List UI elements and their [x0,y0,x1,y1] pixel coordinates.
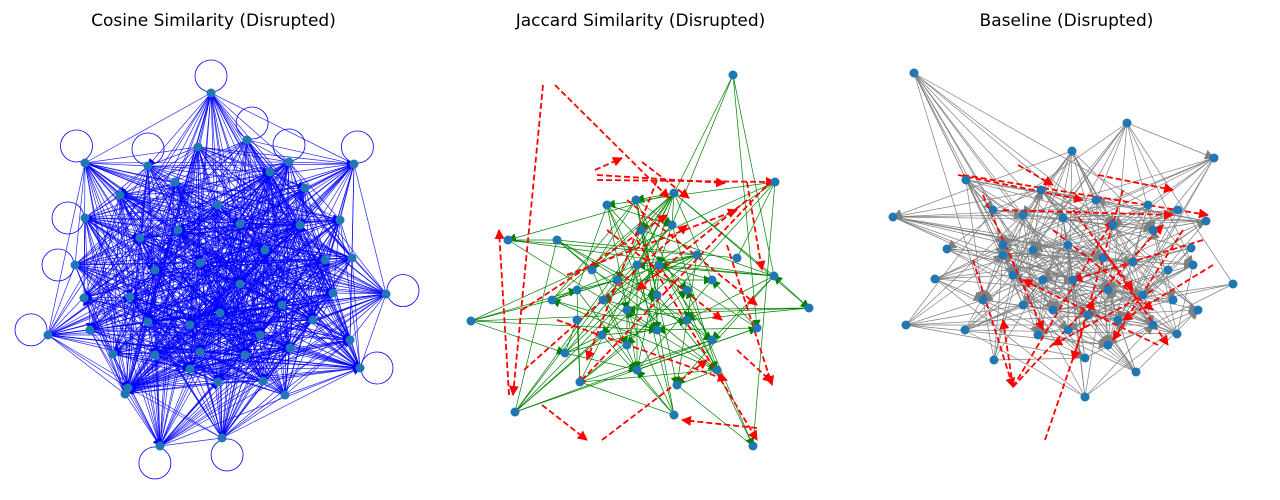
panel-cosine: Cosine Similarity (Disrupted) [0,0,427,500]
panel-title: Cosine Similarity (Disrupted) [91,11,336,31]
graph-cosine [14,59,420,480]
graph-jaccard [466,70,814,451]
graph-baseline [888,68,1238,441]
panel-title: Jaccard Similarity (Disrupted) [515,11,766,31]
panel-title: Baseline (Disrupted) [979,11,1154,31]
panel-jaccard: Jaccard Similarity (Disrupted) [427,0,854,500]
panel-baseline: Baseline (Disrupted) [853,0,1280,500]
